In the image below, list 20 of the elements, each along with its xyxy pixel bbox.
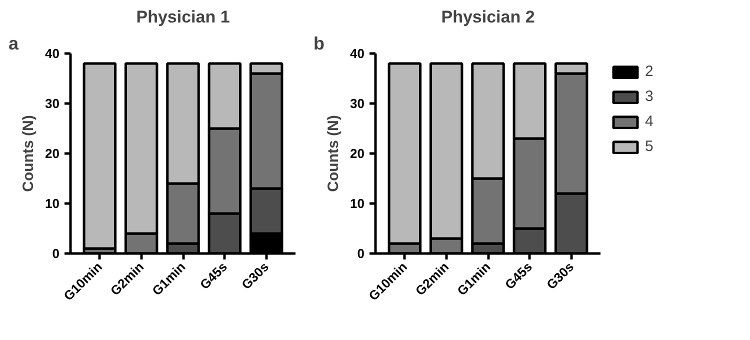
y-tick-label: 20: [45, 146, 60, 161]
y-tick-label: 0: [357, 246, 365, 261]
y-tick-label: 30: [45, 96, 60, 111]
y-tick-label: 40: [45, 46, 60, 61]
y-tick-label: 10: [45, 196, 60, 211]
text: a: [8, 34, 20, 54]
y-tick-label: 20: [350, 146, 365, 161]
legend-label: 3: [645, 88, 654, 105]
legend-label: 5: [645, 138, 654, 155]
y-axis-title: Counts (N): [20, 115, 38, 192]
y-tick-label: 30: [350, 96, 365, 111]
chart-title: Physician 2: [441, 8, 535, 26]
legend-label: 4: [645, 113, 654, 130]
y-tick-label: 10: [350, 196, 365, 211]
y-tick-label: 40: [350, 46, 365, 61]
text: b: [314, 34, 324, 54]
y-axis-title: Counts (N): [325, 115, 342, 192]
y-tick-label: 0: [52, 246, 60, 261]
legend-label: 2: [645, 63, 654, 80]
chart-title: Physician 1: [136, 8, 230, 26]
